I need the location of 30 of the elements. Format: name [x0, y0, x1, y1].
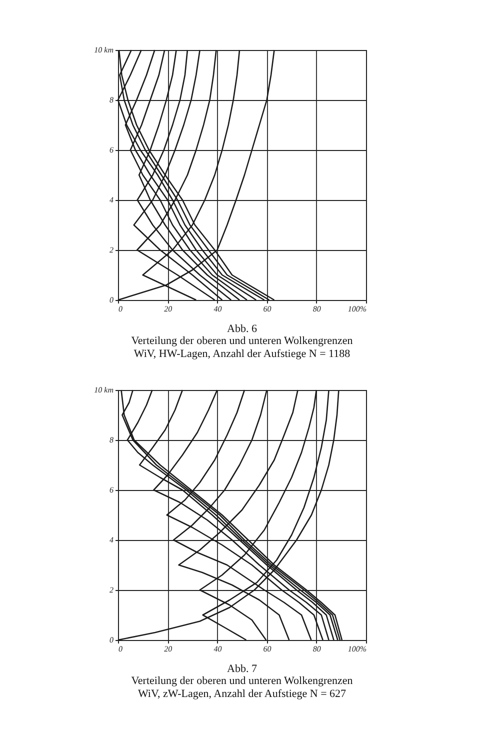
y-tick-label: 8 [110, 96, 114, 104]
x-tick-label: 0 [118, 304, 122, 314]
y-tick-label: 0 [110, 296, 114, 304]
x-tick-label: 40 [214, 304, 222, 314]
y-tick-label: 2 [110, 246, 114, 254]
y-tick-label: 4 [110, 536, 114, 544]
text: Verteilung der oberen und unteren Wolkengrenzen [131, 335, 354, 347]
x-tick-label: 40 [214, 644, 222, 654]
x-tick-label: 60 [263, 644, 272, 654]
text: WiV, zW-Lagen, Anzahl der Aufstiege N = 627 [138, 688, 347, 700]
text: WiV, HW-Lagen, Anzahl der Aufstiege N = 1188 [134, 348, 351, 360]
x-tick-label: 20 [164, 644, 172, 654]
x-tick-label: 100% [348, 644, 367, 654]
y-tick-label: 2 [110, 586, 114, 594]
y-tick-label: 10 km [94, 46, 114, 54]
x-tick-label: 20 [164, 304, 172, 314]
y-tick-label: 10 km [94, 386, 114, 394]
x-tick-label: 100% [348, 304, 367, 314]
x-tick-label: 0 [118, 644, 122, 654]
y-tick-label: 6 [110, 146, 114, 154]
y-tick-label: 6 [110, 486, 114, 494]
text: Verteilung der oberen und unteren Wolkengrenzen [131, 675, 354, 687]
text: Abb. 7 [227, 663, 258, 675]
y-tick-label: 4 [110, 196, 114, 204]
x-tick-label: 60 [263, 304, 272, 314]
x-tick-label: 80 [312, 644, 321, 654]
y-tick-label: 8 [110, 436, 114, 444]
y-tick-label: 0 [110, 636, 114, 644]
x-tick-label: 80 [312, 304, 321, 314]
text: Abb. 6 [227, 323, 258, 335]
